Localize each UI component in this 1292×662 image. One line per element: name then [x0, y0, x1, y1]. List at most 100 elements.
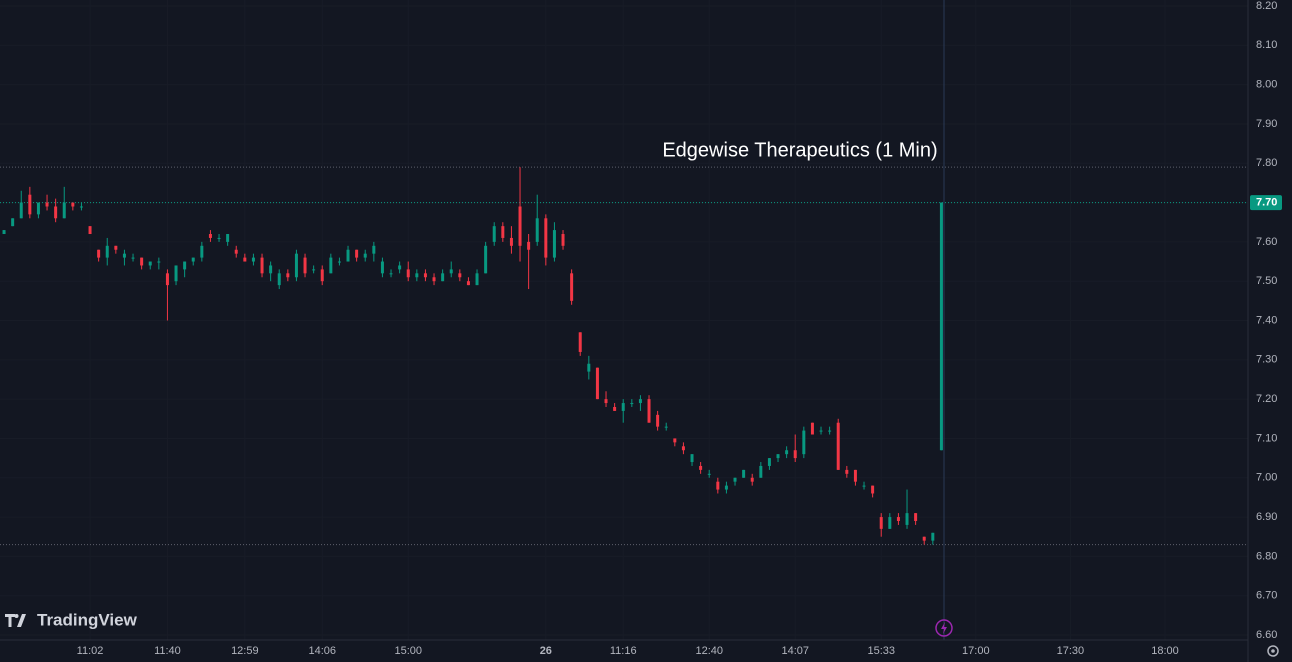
candle-body [355, 249, 359, 258]
candle-body [466, 281, 470, 286]
candle-body [251, 257, 255, 262]
candle-body [398, 265, 402, 270]
time-axis: 11:02 11:40 12:59 14:06 15:00 26 11:16 12:40 14:… [77, 645, 1179, 657]
candle-body [613, 406, 617, 411]
candle-body [183, 261, 187, 270]
y-tick-label: 7.40 [1256, 314, 1277, 326]
candle-body [690, 454, 694, 463]
y-tick-label: 7.50 [1256, 275, 1277, 287]
candle-body [19, 202, 23, 219]
x-tick-label: 17:00 [962, 645, 990, 657]
candle-body [484, 245, 488, 274]
candle-body [527, 241, 531, 250]
candle-body [922, 536, 926, 541]
candle-body [570, 273, 574, 301]
candle-body [509, 237, 513, 246]
x-tick-label: 12:40 [695, 645, 723, 657]
candle-body [346, 249, 350, 262]
candle-body [724, 485, 728, 490]
candle-body [226, 234, 230, 242]
candle-body [535, 218, 539, 242]
candle-body [552, 230, 556, 258]
y-tick-label: 8.10 [1256, 39, 1277, 51]
chart-title: Edgewise Therapeutics (1 Min) [662, 139, 937, 161]
candle-body [845, 469, 849, 474]
candle-body [793, 450, 797, 459]
candle-body [853, 469, 857, 482]
candle-body [595, 367, 599, 400]
candle-body [750, 477, 754, 482]
x-tick-label: 14:07 [781, 645, 809, 657]
candle-body [707, 473, 711, 475]
candle-body [269, 265, 273, 274]
event-bolt[interactable] [941, 622, 947, 634]
candle-body [71, 202, 75, 207]
events-icon[interactable] [935, 619, 953, 637]
candle-body [97, 249, 101, 258]
candle-body [200, 245, 204, 258]
settings-gear[interactable] [1267, 645, 1279, 657]
candles [2, 167, 943, 545]
y-tick-label: 7.20 [1256, 393, 1277, 405]
candle-body [54, 206, 58, 219]
candle-body [862, 485, 866, 487]
candle-body [406, 269, 410, 278]
candle-body [475, 273, 479, 286]
candle-body [11, 218, 15, 227]
y-tick-label: 6.60 [1256, 629, 1277, 641]
event-circle[interactable] [935, 619, 953, 637]
candle-body [449, 269, 453, 274]
y-tick-label: 6.70 [1256, 590, 1277, 602]
candle-body [441, 273, 445, 282]
x-tick-label: 14:06 [308, 645, 336, 657]
candle-body [363, 253, 367, 258]
candle-body [174, 265, 178, 282]
candle-body [699, 465, 703, 470]
candle-body [380, 261, 384, 274]
candle-body [320, 269, 324, 282]
x-tick-label: 15:33 [867, 645, 895, 657]
candle-body [501, 226, 505, 238]
settings-icon[interactable] [1267, 645, 1279, 657]
candle-body [2, 230, 6, 235]
candle-body [905, 513, 909, 525]
y-tick-label: 7.30 [1256, 354, 1277, 366]
candle-body [45, 202, 49, 207]
candle-body [561, 234, 565, 246]
brand-name: TradingView [37, 610, 138, 629]
candle-body [105, 245, 109, 258]
candle-body [415, 273, 419, 278]
y-tick-label: 7.60 [1256, 236, 1277, 248]
candle-body [492, 226, 496, 242]
candle-body [587, 363, 591, 372]
candle-body [742, 469, 746, 478]
candle-body [810, 422, 814, 435]
candle-body [733, 477, 737, 482]
x-tick-label: 26 [540, 645, 552, 657]
candle-body [286, 273, 290, 278]
y-tick-label: 6.90 [1256, 511, 1277, 523]
candle-body [277, 273, 281, 286]
candle-body [767, 458, 771, 466]
y-tick-label: 7.90 [1256, 118, 1277, 130]
candle-body [243, 257, 247, 262]
candle-body [630, 403, 634, 405]
candle-body [191, 257, 195, 262]
candle-body [578, 332, 582, 352]
settings-center[interactable] [1271, 649, 1275, 653]
candle-body [217, 237, 221, 239]
last-price-label: 7.70 [1256, 196, 1277, 208]
candle-body [165, 273, 169, 286]
candle-body [604, 399, 608, 404]
candle-body [673, 438, 677, 443]
x-tick-label: 17:30 [1057, 645, 1085, 657]
candle-body [36, 202, 40, 215]
candle-body [518, 206, 522, 246]
candle-body [776, 454, 780, 459]
candle-body [122, 253, 126, 258]
candle-body [896, 517, 900, 521]
candle-body [148, 261, 152, 266]
candle-body [544, 218, 548, 258]
candle-body [759, 465, 763, 478]
